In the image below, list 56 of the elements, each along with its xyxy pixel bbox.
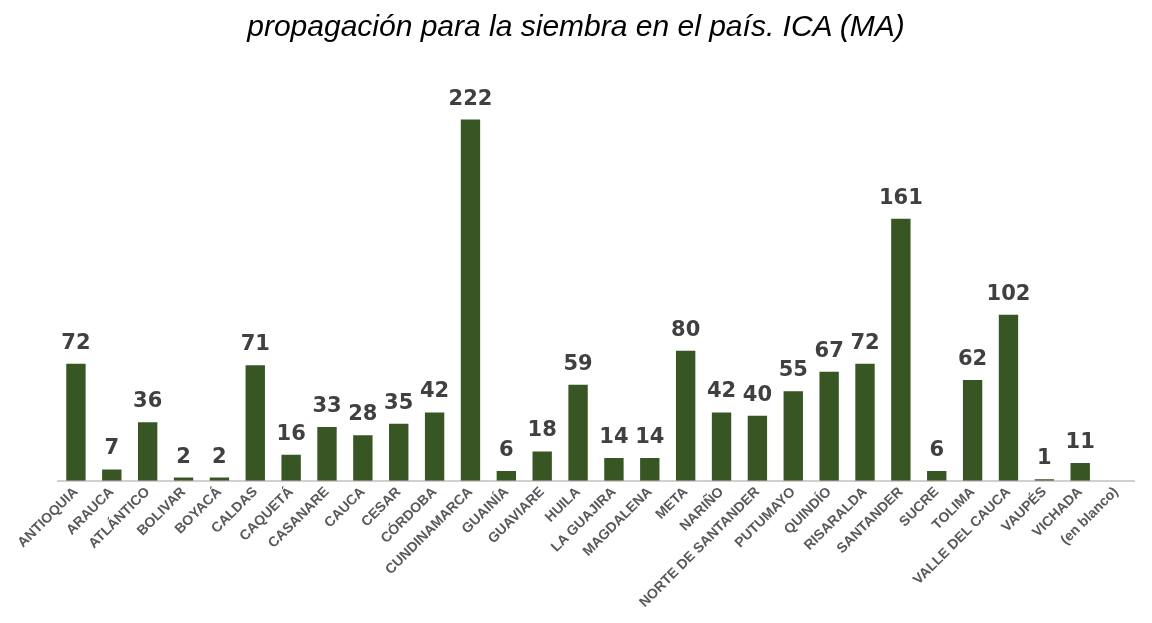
- bar: [783, 391, 803, 481]
- data-label: 40: [742, 381, 773, 406]
- bar: [819, 371, 839, 481]
- data-label: 2: [176, 443, 191, 468]
- data-label: 59: [563, 350, 593, 375]
- data-label: 14: [635, 423, 665, 448]
- bar: [640, 458, 660, 481]
- bar: [245, 365, 265, 481]
- bar: [137, 422, 158, 481]
- data-label: 71: [240, 331, 270, 356]
- data-label: 35: [384, 389, 414, 414]
- bar: [711, 412, 732, 481]
- data-label: 42: [706, 378, 737, 403]
- data-label: 6: [499, 437, 514, 461]
- data-label: 18: [527, 417, 557, 442]
- bar: [891, 218, 911, 481]
- bar: [568, 384, 588, 481]
- data-label: 11: [1065, 428, 1095, 453]
- data-label: 62: [957, 345, 988, 370]
- bar: [675, 350, 696, 481]
- bar: [424, 412, 445, 481]
- data-label: 102: [986, 280, 1031, 305]
- bar: [747, 415, 768, 481]
- bar: [389, 423, 409, 481]
- bar: [496, 471, 517, 481]
- data-label: 2: [212, 443, 227, 468]
- data-label: 72: [850, 329, 880, 354]
- data-label: 14: [599, 423, 629, 448]
- data-label: 42: [419, 378, 450, 403]
- bar: [604, 458, 624, 481]
- data-label: 222: [448, 85, 493, 110]
- bar: [962, 379, 983, 481]
- data-label: 72: [61, 329, 91, 354]
- bar: [353, 435, 373, 481]
- data-label: 161: [878, 184, 923, 209]
- bar: [317, 427, 337, 481]
- bar: [532, 451, 552, 481]
- bar: [460, 119, 481, 481]
- data-label: 16: [276, 420, 306, 445]
- data-label: 6: [929, 437, 945, 461]
- bar: [927, 471, 947, 481]
- data-label: 33: [312, 393, 342, 418]
- data-label: 55: [778, 357, 808, 382]
- data-label: 80: [671, 316, 701, 341]
- bar: [855, 363, 875, 481]
- data-label: 67: [814, 337, 844, 362]
- data-label: 7: [104, 435, 120, 460]
- bar: [1070, 462, 1090, 481]
- data-label: 28: [348, 401, 378, 426]
- data-label: 1: [1037, 445, 1052, 470]
- bar: [102, 469, 122, 481]
- chart-title: propagación para la siembra en el país. ICA (MA): [245, 8, 906, 44]
- data-label: 36: [133, 388, 163, 413]
- bar: [66, 363, 86, 481]
- bar: [998, 314, 1019, 481]
- bar: [281, 454, 301, 481]
